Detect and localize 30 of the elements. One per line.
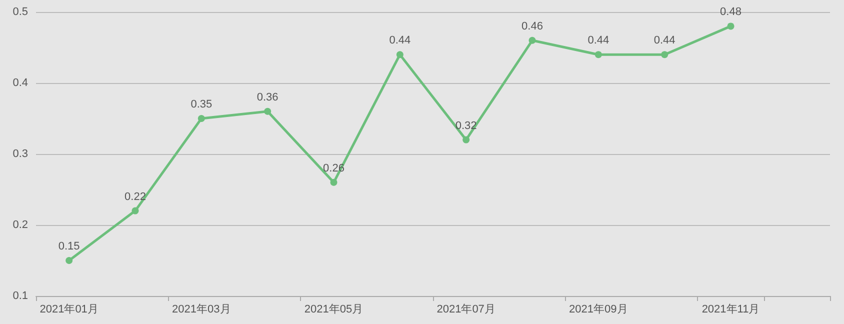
data-label: 0.44 bbox=[654, 34, 676, 47]
y-tick-label: 0.4 bbox=[12, 77, 28, 89]
y-tick-label: 0.1 bbox=[12, 290, 28, 302]
data-label: 0.46 bbox=[522, 20, 543, 32]
point bbox=[727, 22, 734, 30]
data-label: 0.36 bbox=[256, 91, 278, 104]
data-label: 0.44 bbox=[588, 34, 610, 47]
x-tick-label: 2021年03月 bbox=[172, 304, 231, 316]
y-tick-label: 0.3 bbox=[12, 148, 28, 160]
point bbox=[132, 207, 139, 214]
x-tick-label: 2021年09月 bbox=[569, 304, 628, 316]
point bbox=[661, 51, 668, 58]
x-tick-label: 2021年07月 bbox=[436, 304, 496, 316]
data-label: 0.48 bbox=[720, 6, 742, 18]
x-tick-label: 2021年11月 bbox=[702, 304, 760, 316]
y-tick-label: 0.2 bbox=[12, 219, 28, 231]
point bbox=[594, 51, 602, 58]
data-label: 0.15 bbox=[58, 240, 80, 252]
point bbox=[528, 36, 536, 44]
point bbox=[462, 136, 470, 144]
x-tick-label: 2021年01月 bbox=[40, 304, 98, 316]
data-label: 0.35 bbox=[190, 98, 212, 110]
data-label: 0.44 bbox=[389, 34, 411, 47]
point bbox=[66, 257, 73, 264]
x-tick-label: 2021年05月 bbox=[304, 304, 364, 316]
point bbox=[330, 178, 338, 186]
point bbox=[396, 51, 404, 58]
point bbox=[264, 108, 272, 115]
point bbox=[198, 115, 205, 122]
y-tick-label: 0.5 bbox=[12, 6, 28, 18]
